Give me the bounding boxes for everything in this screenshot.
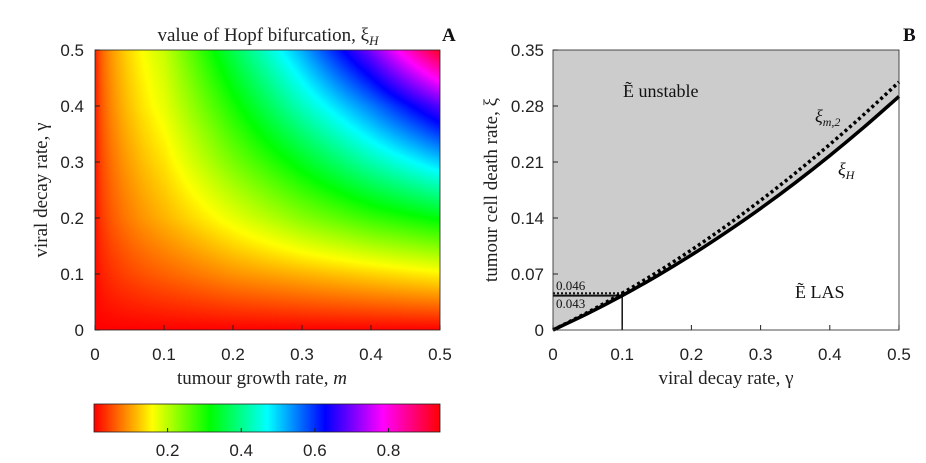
- panel-b-axes-box: [552, 49, 900, 331]
- panel-a-xlabel: tumour growth rate, m: [177, 368, 347, 389]
- panel-b-xlabel: viral decay rate, γ: [659, 368, 794, 389]
- x-tick-label: 0: [548, 345, 557, 364]
- x-tick-label: 0.1: [610, 345, 634, 364]
- y-tick-label: 0.3: [60, 153, 84, 172]
- y-tick-label: 0.07: [511, 265, 544, 284]
- panel-a-title: value of Hopf bifurcation, ξH: [158, 25, 380, 48]
- xi-m2-label: ξm,2: [815, 106, 840, 129]
- panel-b: B 0 0.1 0.2 0.3 0.4 0.500.070.140.210.280.35 …: [481, 25, 916, 389]
- colorbar-tick-label: 0.8: [377, 441, 401, 460]
- y-tick-label: 0.14: [511, 209, 544, 228]
- colorbar-box: [93, 403, 441, 433]
- unstable-label: Ẽ unstable: [623, 80, 698, 101]
- series-xi-h-line: [552, 95, 901, 332]
- colorbar-tick-label: 0.6: [303, 441, 327, 460]
- x-tick-label: 0.1: [152, 345, 176, 364]
- x-tick-label: 0.3: [290, 345, 314, 364]
- colorbar-ticks: 0.2 0.4 0.6 0.8: [156, 428, 400, 460]
- panel-a-ylabel: viral decay rate, γ: [31, 123, 52, 258]
- ref-label-m2: 0.046: [556, 278, 586, 293]
- panel-a-label: A: [442, 25, 456, 46]
- heatmap-panel-a: [95, 50, 440, 330]
- colorbar-tick-label: 0.4: [229, 441, 253, 460]
- colorbar: [94, 404, 440, 432]
- panel-a-ticks: 0 0.1 0.2 0.3 0.4 0.5 0 0.1 0.2 0.3 0.4 0.5: [60, 41, 451, 364]
- y-tick-label: 0.5: [60, 41, 84, 60]
- y-tick-label: 0: [75, 321, 84, 340]
- x-tick-label: 0.5: [428, 345, 452, 364]
- y-tick-label: 0.21: [511, 153, 544, 172]
- y-tick-label: 0.4: [60, 97, 84, 116]
- y-tick-label: 0: [535, 321, 544, 340]
- unstable-region: [553, 50, 899, 330]
- x-tick-label: 0.4: [359, 345, 383, 364]
- panel-a-axes-box: [94, 49, 441, 331]
- x-tick-label: 0: [90, 345, 99, 364]
- panel-b-label: B: [903, 25, 916, 46]
- las-label: Ẽ LAS: [795, 281, 845, 302]
- colorbar-tick-label: 0.2: [156, 441, 180, 460]
- panel-a: value of Hopf bifurcation, ξH A 0 0.1 0.2 0…: [31, 25, 456, 460]
- panel-b-ticks: 0 0.1 0.2 0.3 0.4 0.5 0 0.07 0.14 0.21 0.28 0.35: [511, 41, 911, 364]
- y-tick-label: 0.1: [60, 265, 84, 284]
- y-tick-label: 0.28: [511, 97, 544, 116]
- panel-b-ylabel: tumour cell death rate, ξ: [481, 97, 502, 282]
- x-tick-label: 0.5: [887, 345, 911, 364]
- y-tick-label: 0.2: [60, 209, 84, 228]
- xi-h-label: ξH: [838, 159, 856, 182]
- series-xi-m2-line: [552, 80, 901, 332]
- x-tick-label: 0.3: [749, 345, 773, 364]
- x-tick-label: 0.2: [221, 345, 245, 364]
- x-tick-label: 0.4: [818, 345, 842, 364]
- x-tick-label: 0.2: [680, 345, 704, 364]
- ref-label-h: 0.043: [556, 296, 585, 311]
- y-tick-label: 0.35: [511, 41, 544, 60]
